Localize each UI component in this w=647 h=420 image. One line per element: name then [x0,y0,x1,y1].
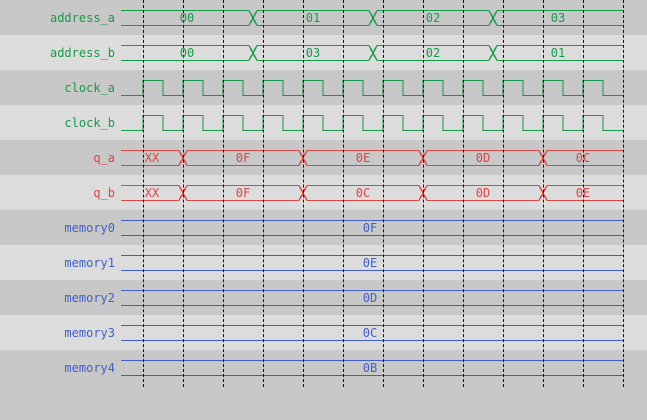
bus-value-q_a-3: 0D [475,150,491,165]
row-band [0,175,647,210]
bus-value-q_b-2: 0C [355,185,371,200]
bus-transition-edge [368,10,378,26]
signal-label-memory2[interactable]: memory2 [64,290,115,305]
bus-value-q_a-4: 0C [575,150,591,165]
clock-waveform-clock_a [121,79,623,97]
bus-transition-edge [488,10,498,26]
row-band [0,280,647,315]
bus-value-memory2-0: 0D [362,290,378,305]
bus-value-q_b-4: 0E [575,185,591,200]
bus-value-q_b-1: 0F [235,185,251,200]
time-gridline [543,0,544,387]
bus-value-q_a-1: 0F [235,150,251,165]
signal-label-memory4[interactable]: memory4 [64,360,115,375]
row-band [0,350,647,385]
time-gridline [303,0,304,387]
bus-value-address_a-2: 02 [425,10,441,25]
bus-value-q_b-3: 0D [475,185,491,200]
time-gridline [623,0,624,387]
time-gridline [263,0,264,387]
bus-value-address_b-0: 00 [179,45,195,60]
bus-value-q_b-0: XX [144,185,160,200]
bus-transition-edge [368,45,378,61]
time-gridline [343,0,344,387]
bus-value-q_a-0: XX [144,150,160,165]
signal-label-address_b[interactable]: address_b [49,45,115,60]
row-band [0,210,647,245]
bus-value-memory0-0: 0F [362,220,378,235]
row-band [0,245,647,280]
signal-label-clock_b[interactable]: clock_b [64,115,115,130]
signal-label-memory1[interactable]: memory1 [64,255,115,270]
time-gridline [423,0,424,387]
bus-value-address_b-3: 01 [550,45,566,60]
row-band [0,315,647,350]
time-gridline [583,0,584,387]
time-gridline [143,0,144,387]
signal-label-clock_a[interactable]: clock_a [64,80,115,95]
clock-waveform-clock_b [121,114,623,132]
bus-value-address_b-2: 02 [425,45,441,60]
time-gridline [383,0,384,387]
bus-transition-edge [488,45,498,61]
row-band [0,35,647,70]
signal-label-q_b[interactable]: q_b [93,185,115,200]
bus-value-address_a-0: 00 [179,10,195,25]
signal-label-q_a[interactable]: q_a [93,150,115,165]
signal-label-address_a[interactable]: address_a [49,10,115,25]
bus-value-memory3-0: 0C [362,325,378,340]
time-gridline [463,0,464,387]
bus-transition-edge [248,10,258,26]
time-gridline [183,0,184,387]
signal-label-memory0[interactable]: memory0 [64,220,115,235]
bus-value-address_a-3: 03 [550,10,566,25]
bus-value-memory1-0: 0E [362,255,378,270]
bus-value-q_a-2: 0E [355,150,371,165]
signal-label-memory3[interactable]: memory3 [64,325,115,340]
bus-value-address_a-1: 01 [305,10,321,25]
row-band [0,0,647,35]
bus-value-address_b-1: 03 [305,45,321,60]
bus-transition-edge [248,45,258,61]
row-band [0,140,647,175]
bus-value-memory4-0: 0B [362,360,378,375]
time-gridline [503,0,504,387]
time-gridline [223,0,224,387]
